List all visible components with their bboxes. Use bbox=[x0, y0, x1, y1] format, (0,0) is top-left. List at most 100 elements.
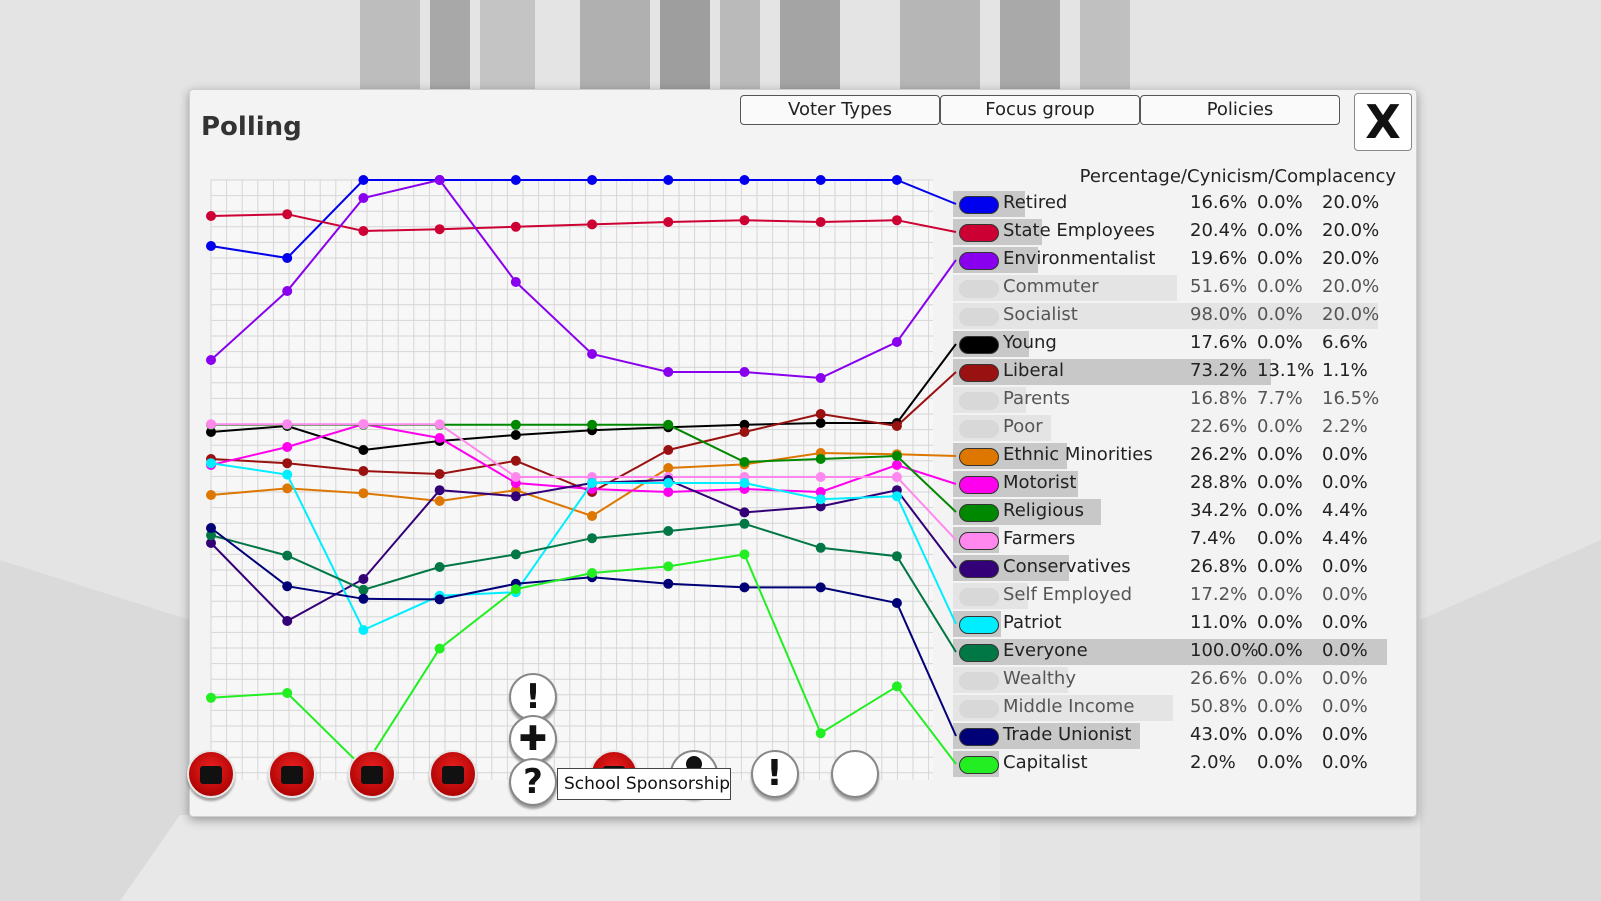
legend-row-parents[interactable]: Parents 16.8% 7.7% 16.5% bbox=[953, 387, 1387, 413]
legend-cynicism: 0.0% bbox=[1257, 192, 1303, 213]
legend-swatch bbox=[959, 420, 999, 438]
data-point bbox=[206, 427, 216, 437]
data-point bbox=[282, 688, 293, 698]
data-point bbox=[815, 409, 826, 419]
legend-row-wealthy[interactable]: Wealthy 26.6% 0.0% 0.0% bbox=[953, 667, 1387, 693]
legend-percentage: 98.0% bbox=[1190, 304, 1248, 325]
legend-cynicism: 0.0% bbox=[1257, 556, 1303, 577]
legend-complacency: 0.0% bbox=[1322, 556, 1368, 577]
series-environmentalist bbox=[206, 175, 957, 383]
legend-swatch bbox=[959, 532, 999, 550]
window-title: Polling bbox=[201, 112, 302, 142]
data-point bbox=[282, 253, 293, 263]
data-point bbox=[815, 454, 826, 464]
legend-cynicism: 0.0% bbox=[1257, 304, 1303, 325]
legend-row-young[interactable]: Young 17.6% 0.0% 6.6% bbox=[953, 331, 1387, 357]
legend-row-retired[interactable]: Retired 16.6% 0.0% 20.0% bbox=[953, 191, 1387, 217]
legend-cynicism: 0.0% bbox=[1257, 444, 1303, 465]
legend-percentage: 73.2% bbox=[1190, 360, 1248, 381]
data-point bbox=[206, 490, 216, 500]
family-icon[interactable] bbox=[348, 750, 396, 798]
legend-swatch bbox=[959, 644, 999, 662]
legend-complacency: 0.0% bbox=[1322, 724, 1368, 745]
legend-name: Commuter bbox=[1003, 276, 1099, 297]
data-point bbox=[815, 494, 826, 505]
legend-cynicism: 0.0% bbox=[1257, 752, 1303, 773]
data-point bbox=[510, 175, 521, 185]
person-badge-icon[interactable] bbox=[428, 750, 477, 798]
legend-row-ethnic-minorities[interactable]: Ethnic Minorities 26.2% 0.0% 0.0% bbox=[953, 443, 1387, 469]
glyph-shape bbox=[280, 766, 303, 784]
legend-row-state-employees[interactable]: State Employees 20.4% 0.0% 20.0% bbox=[953, 219, 1387, 245]
data-point bbox=[206, 241, 216, 251]
legend-complacency: 4.4% bbox=[1322, 528, 1368, 549]
legend-complacency: 0.0% bbox=[1322, 444, 1368, 465]
legend-row-environmentalist[interactable]: Environmentalist 19.6% 0.0% 20.0% bbox=[953, 247, 1387, 273]
legend-percentage: 19.6% bbox=[1190, 248, 1248, 269]
legend-name: State Employees bbox=[1003, 220, 1155, 241]
close-button[interactable]: X bbox=[1354, 93, 1412, 151]
data-point bbox=[358, 445, 369, 455]
legend-row-capitalist[interactable]: Capitalist 2.0% 0.0% 0.0% bbox=[953, 751, 1387, 777]
data-point bbox=[587, 349, 598, 359]
legend-percentage: 7.4% bbox=[1190, 528, 1236, 549]
legend-row-everyone[interactable]: Everyone 100.0% 0.0% 0.0% bbox=[953, 639, 1387, 665]
tab-voter-types[interactable]: Voter Types bbox=[740, 95, 940, 125]
question-icon[interactable]: ? bbox=[509, 758, 557, 806]
data-point bbox=[434, 469, 445, 479]
legend-bar bbox=[953, 359, 1271, 385]
ship-icon[interactable]: ✚ bbox=[509, 715, 557, 763]
data-point bbox=[206, 355, 216, 365]
legend-cynicism: 7.7% bbox=[1257, 388, 1303, 409]
data-point bbox=[358, 175, 369, 185]
crowd-icon[interactable] bbox=[267, 750, 316, 798]
data-point bbox=[739, 427, 750, 437]
legend-cynicism: 0.0% bbox=[1257, 640, 1303, 661]
data-point bbox=[891, 551, 902, 562]
legend-complacency: 20.0% bbox=[1322, 220, 1380, 241]
legend-row-trade-unionist[interactable]: Trade Unionist 43.0% 0.0% 0.0% bbox=[953, 723, 1387, 749]
data-point bbox=[891, 451, 902, 461]
legend-row-patriot[interactable]: Patriot 11.0% 0.0% 0.0% bbox=[953, 611, 1387, 637]
legend-row-socialist[interactable]: Socialist 98.0% 0.0% 20.0% bbox=[953, 303, 1387, 329]
legend-cynicism: 13.1% bbox=[1257, 360, 1315, 381]
tab-policies[interactable]: Policies bbox=[1140, 95, 1340, 125]
exclamation-icon[interactable]: ! bbox=[750, 750, 799, 798]
legend-name: Wealthy bbox=[1003, 668, 1076, 689]
data-point bbox=[434, 643, 445, 654]
data-point bbox=[587, 533, 598, 544]
legend-row-poor[interactable]: Poor 22.6% 0.0% 2.2% bbox=[953, 415, 1387, 441]
legend-row-motorist[interactable]: Motorist 28.8% 0.0% 0.0% bbox=[953, 471, 1387, 497]
data-point bbox=[739, 367, 750, 377]
legend-complacency: 16.5% bbox=[1322, 388, 1380, 409]
legend-cynicism: 0.0% bbox=[1257, 696, 1303, 717]
data-point bbox=[815, 542, 826, 553]
group-icon[interactable] bbox=[187, 750, 235, 798]
legend-bar bbox=[953, 639, 1387, 665]
legend-percentage: 2.0% bbox=[1190, 752, 1236, 773]
legend-name: Socialist bbox=[1003, 304, 1078, 325]
legend-row-religious[interactable]: Religious 34.2% 0.0% 4.4% bbox=[953, 499, 1387, 525]
data-point bbox=[358, 419, 369, 430]
data-point bbox=[663, 578, 674, 589]
legend-percentage: 17.6% bbox=[1190, 332, 1248, 353]
data-point bbox=[434, 224, 445, 235]
data-point bbox=[587, 511, 598, 521]
legend-percentage: 26.8% bbox=[1190, 556, 1248, 577]
data-point bbox=[815, 175, 826, 185]
legend-row-commuter[interactable]: Commuter 51.6% 0.0% 20.0% bbox=[953, 275, 1387, 301]
data-point bbox=[739, 507, 750, 518]
legend-row-conservatives[interactable]: Conservatives 26.8% 0.0% 0.0% bbox=[953, 555, 1387, 581]
data-point bbox=[891, 681, 902, 692]
data-point bbox=[434, 485, 445, 496]
blank-icon[interactable] bbox=[831, 750, 879, 798]
legend-row-liberal[interactable]: Liberal 73.2% 13.1% 1.1% bbox=[953, 359, 1387, 385]
legend-swatch bbox=[959, 476, 999, 494]
tab-focus-group[interactable]: Focus group bbox=[940, 95, 1140, 125]
legend-row-middle-income[interactable]: Middle Income 50.8% 0.0% 0.0% bbox=[953, 695, 1387, 721]
data-point bbox=[739, 457, 750, 467]
legend-swatch bbox=[959, 448, 999, 466]
legend-row-self-employed[interactable]: Self Employed 17.2% 0.0% 0.0% bbox=[953, 583, 1387, 609]
exclamation-icon[interactable]: ! bbox=[509, 673, 557, 721]
legend-row-farmers[interactable]: Farmers 7.4% 0.0% 4.4% bbox=[953, 527, 1387, 553]
